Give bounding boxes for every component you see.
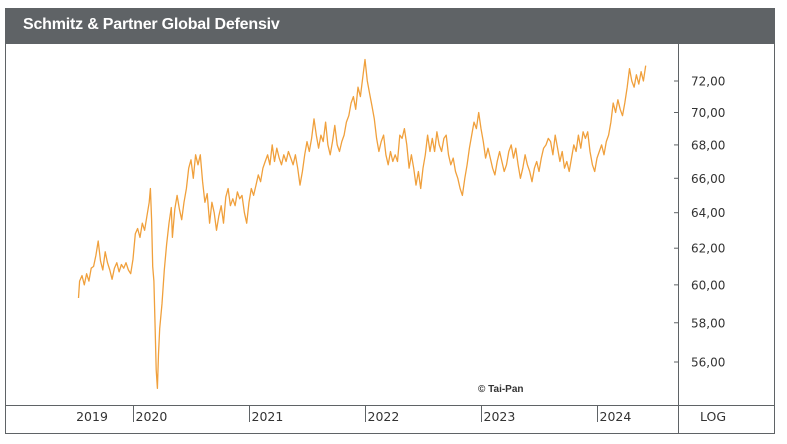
- y-tick-label: 64,00: [691, 206, 725, 220]
- x-axis-ticks: 2020 2021 2022 2023 2024 2019: [76, 406, 631, 424]
- y-tick-label: 68,00: [691, 138, 725, 152]
- chart-frame: [5, 8, 775, 434]
- x-tick-label: 2021: [252, 409, 284, 424]
- x-tick-label: 2020: [136, 409, 168, 424]
- title-bar: Schmitz & Partner Global Defensiv: [5, 8, 775, 44]
- y-tick-label: 58,00: [691, 316, 725, 330]
- x-tick-label: 2024: [600, 409, 632, 424]
- y-tick-label: 60,00: [691, 278, 725, 292]
- x-tick-label: 2023: [484, 409, 516, 424]
- x-tick-label: 2019: [76, 409, 108, 424]
- price-series-line: [77, 58, 647, 389]
- y-tick-label: 62,00: [691, 242, 725, 256]
- scale-mode-label[interactable]: LOG: [700, 409, 726, 424]
- y-axis-ticks: 72,00 70,00 68,00 66,00 64,00 62,00 60,00 58,00…: [674, 75, 725, 370]
- chart-title: Schmitz & Partner Global Defensiv: [23, 16, 280, 33]
- y-tick-label: 72,00: [691, 75, 725, 89]
- y-tick-label: 70,00: [691, 106, 725, 120]
- y-tick-label: 56,00: [691, 356, 725, 370]
- copyright-credit: © Tai-Pan: [478, 384, 524, 395]
- x-tick-label: 2022: [368, 409, 400, 424]
- y-tick-label: 66,00: [691, 172, 725, 186]
